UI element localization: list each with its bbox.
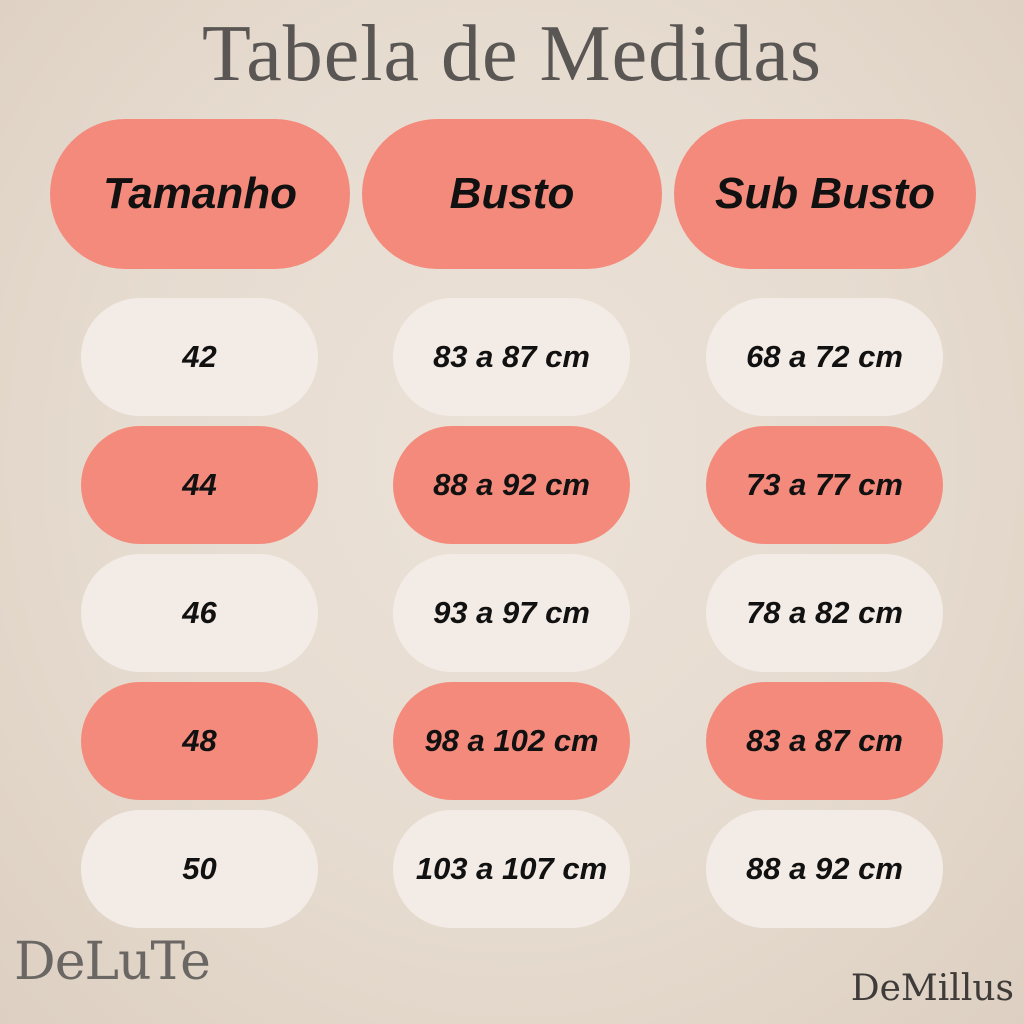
cell-tamanho-42: 42 <box>81 298 318 416</box>
cell-busto-48: 98 a 102 cm <box>393 682 630 800</box>
cell-busto-42: 83 a 87 cm <box>393 298 630 416</box>
cell-tamanho-48: 48 <box>81 682 318 800</box>
cell-sub-busto-48: 83 a 87 cm <box>706 682 943 800</box>
cell-busto-44: 88 a 92 cm <box>393 426 630 544</box>
cell-sub-busto-46: 78 a 82 cm <box>706 554 943 672</box>
cell-sub-busto-50: 88 a 92 cm <box>706 810 943 928</box>
header-busto: Busto <box>362 119 662 269</box>
cell-sub-busto-44: 73 a 77 cm <box>706 426 943 544</box>
cell-busto-50: 103 a 107 cm <box>393 810 630 928</box>
header-tamanho: Tamanho <box>50 119 350 269</box>
delute-logo: DeLuTe <box>14 932 211 992</box>
cell-tamanho-44: 44 <box>81 426 318 544</box>
cell-tamanho-46: 46 <box>81 554 318 672</box>
demillus-logo: DeMillus <box>850 968 1014 1009</box>
cell-busto-46: 93 a 97 cm <box>393 554 630 672</box>
header-sub-busto: Sub Busto <box>674 119 976 269</box>
cell-sub-busto-42: 68 a 72 cm <box>706 298 943 416</box>
page-title: Tabela de Medidas <box>201 10 823 98</box>
cell-tamanho-50: 50 <box>81 810 318 928</box>
